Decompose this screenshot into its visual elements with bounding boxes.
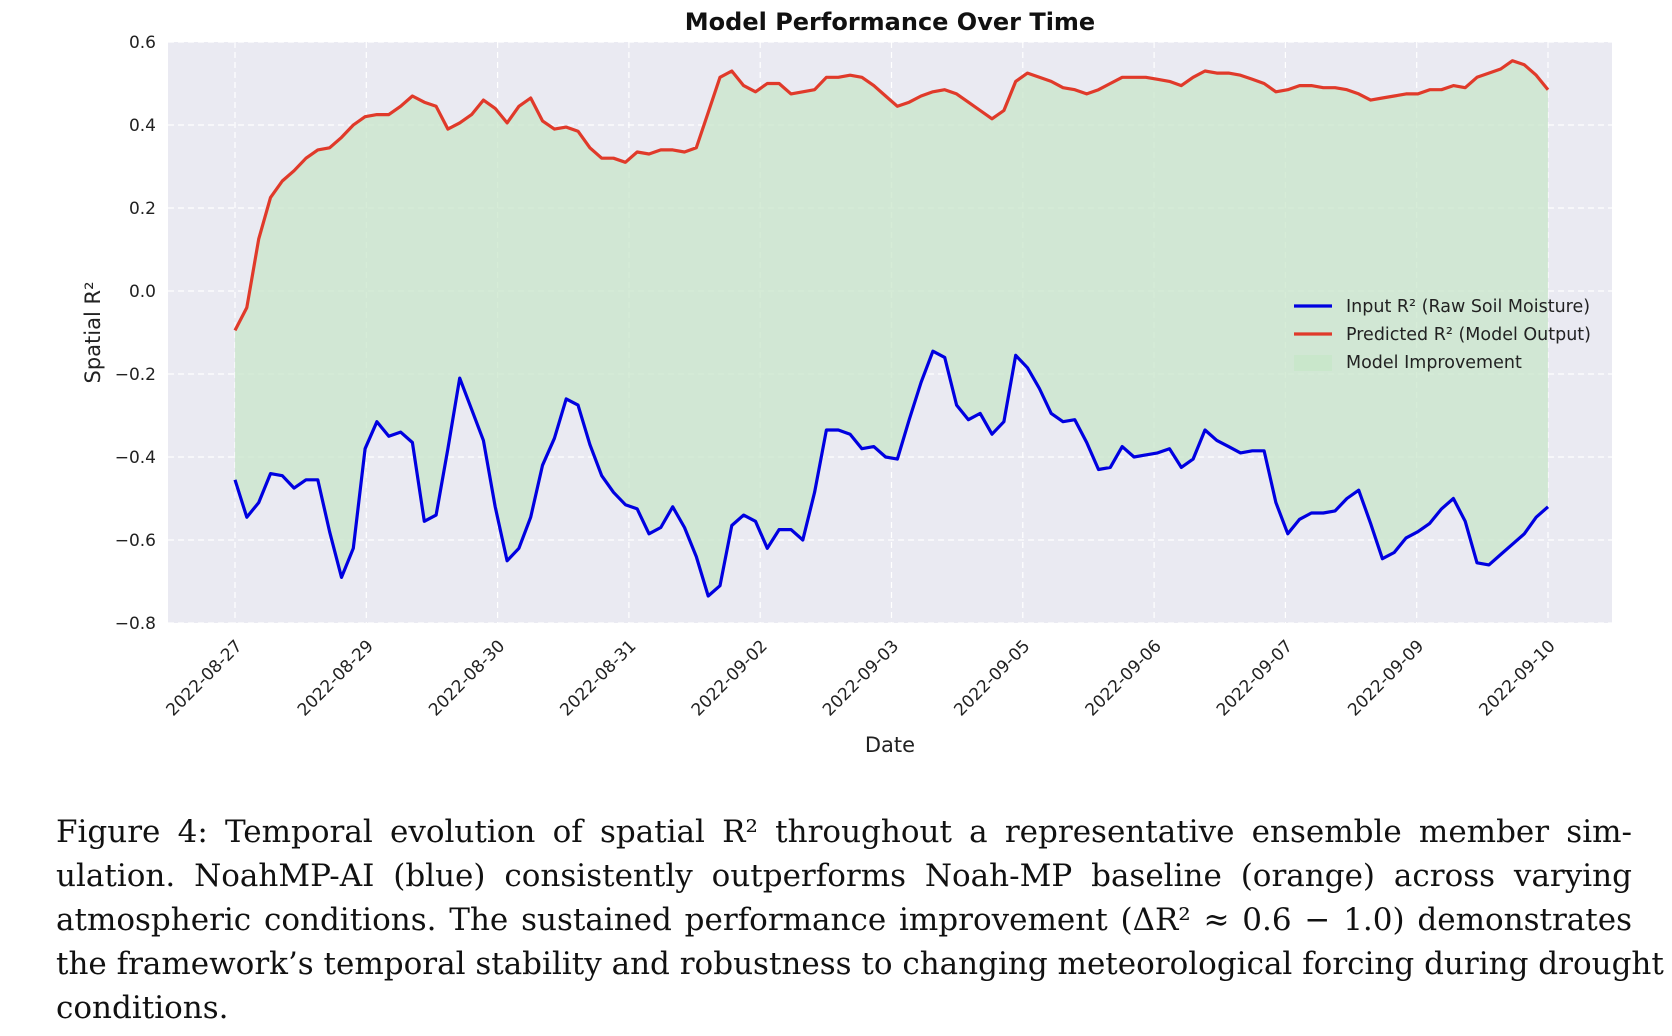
y-axis-ticks: −0.8 −0.6 −0.4 −0.2 0.0 0.2 0.4 0.6: [115, 33, 156, 634]
y-tick-label: −0.6: [115, 531, 156, 551]
caption-line: atmospheric conditions. The sustained pe…: [56, 902, 1632, 938]
legend-label-predicted: Predicted R² (Model Output): [1346, 325, 1591, 345]
x-tick-label: 2022-09-02: [688, 636, 772, 720]
caption-line: Figure 4: Temporal evolution of spatial …: [56, 814, 1632, 850]
legend-swatch-improvement: [1294, 355, 1332, 371]
y-axis-label: Spatial R²: [81, 282, 105, 384]
y-tick-label: 0.6: [129, 33, 156, 53]
legend: Input R² (Raw Soil Moisture) Predicted R…: [1294, 297, 1591, 373]
x-tick-label: 2022-09-06: [1082, 636, 1166, 720]
x-tick-label: 2022-09-07: [1213, 636, 1297, 720]
y-tick-label: 0.4: [129, 116, 156, 136]
x-tick-label: 2022-08-27: [163, 636, 247, 720]
x-tick-label: 2022-09-03: [819, 636, 903, 720]
chart: −0.8−0.6−0.4−0.20.00.20.40.6 2022-08-27 2…: [81, 8, 1612, 757]
improvement-fill-area: [235, 60, 1548, 596]
x-tick-label: 2022-09-05: [950, 636, 1034, 720]
y-tick-label: −0.4: [115, 448, 156, 468]
y-tick-label: −0.2: [115, 365, 156, 385]
figure-caption: Figure 4: Temporal evolution of spatial …: [56, 810, 1664, 1030]
predicted-r2-line: [233, 59, 1550, 332]
caption-line: conditions.: [56, 990, 229, 1026]
chart-title: Model Performance Over Time: [685, 8, 1095, 36]
y-tick-label: 0.2: [129, 199, 156, 219]
caption-line: ulation. NoahMP-AI (blue) consistently o…: [56, 858, 1632, 894]
x-tick-label: 2022-08-31: [556, 636, 640, 720]
x-tick-label: 2022-08-30: [425, 636, 509, 720]
x-axis-label: Date: [865, 733, 915, 757]
y-tick-label: −0.8: [115, 614, 156, 634]
legend-label-input: Input R² (Raw Soil Moisture): [1346, 297, 1590, 317]
x-tick-label: 2022-08-29: [294, 636, 378, 720]
x-tick-label: 2022-09-10: [1476, 636, 1560, 720]
x-tick-label: 2022-09-09: [1344, 636, 1428, 720]
x-axis-ticks: 2022-08-27 2022-08-29 2022-08-30 2022-08-31…: [163, 636, 1560, 720]
input-r2-line: [233, 349, 1550, 598]
caption-line: the framework’s temporal stability and r…: [56, 946, 1664, 982]
legend-label-improvement: Model Improvement: [1346, 353, 1522, 373]
y-tick-label: 0.0: [129, 282, 156, 302]
